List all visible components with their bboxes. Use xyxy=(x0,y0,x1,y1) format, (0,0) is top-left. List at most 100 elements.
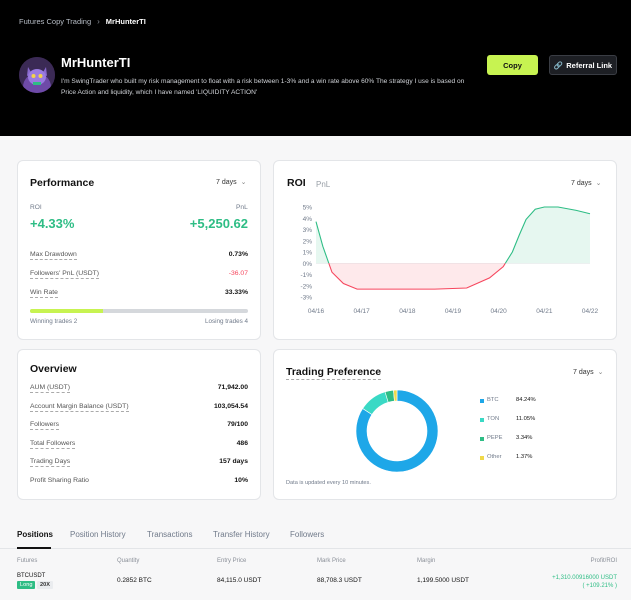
breadcrumb: Futures Copy Trading › MrHunterTI xyxy=(19,17,146,26)
winning-trades-label: Winning trades 2 xyxy=(30,318,78,325)
avatar xyxy=(19,57,55,93)
position-profit: +1,310.00916000 USDT ( +109.21% ) xyxy=(552,574,617,590)
data-update-note: Data is updated every 10 minutes. xyxy=(286,480,371,486)
x-tick-label: 04/20 xyxy=(491,308,508,315)
column-header-futures: Futures xyxy=(17,558,38,564)
pnl-label: PnL xyxy=(236,204,248,211)
roi-area-positive xyxy=(316,221,329,264)
roi-line-positive xyxy=(504,206,591,264)
referral-link-label: Referral Link xyxy=(566,60,613,70)
active-tab-indicator xyxy=(17,547,51,549)
column-header-quantity: Quantity xyxy=(117,558,140,564)
trader-header: Futures Copy Trading › MrHunterTI MrHunt… xyxy=(0,0,631,136)
x-tick-label: 04/21 xyxy=(536,308,553,315)
overview-row-label: Account Margin Balance (USDT) xyxy=(30,402,129,412)
roi-period-label: 7 days xyxy=(571,179,592,187)
referral-link-button[interactable]: 🔗 Referral Link xyxy=(549,55,617,75)
trading-preference-card xyxy=(273,349,617,500)
legend-name: PEPE xyxy=(487,435,503,441)
x-tick-label: 04/19 xyxy=(445,308,462,315)
column-header-mark-price: Mark Price xyxy=(317,558,346,564)
legend-value: 11.05% xyxy=(516,416,536,422)
y-tick-label: 3% xyxy=(303,227,313,234)
roi-label: ROI xyxy=(30,204,42,211)
max-drawdown-label: Max Drawdown xyxy=(30,251,77,260)
position-side-badge: Long xyxy=(17,581,36,589)
position-quantity: 0.2852 BTC xyxy=(117,577,152,584)
roi-area-negative xyxy=(328,263,506,290)
donut-slice-btc[interactable] xyxy=(355,389,439,473)
legend-value: 3.34% xyxy=(516,435,533,441)
max-drawdown-value: 0.73% xyxy=(228,251,248,258)
y-tick-label: 4% xyxy=(303,216,313,223)
performance-title: Performance xyxy=(30,177,95,189)
win-rate-label: Win Rate xyxy=(30,289,58,298)
chevron-down-icon: ⌄ xyxy=(595,180,602,187)
legend-name: Other xyxy=(487,454,502,460)
chevron-down-icon: ⌄ xyxy=(240,179,247,186)
overview-row-value: 71,942.00 xyxy=(217,384,248,391)
roi-value: +4.33% xyxy=(30,216,75,231)
position-leverage-badge: 20X xyxy=(37,581,53,589)
y-tick-label: -1% xyxy=(300,272,312,279)
tab-pnl[interactable]: PnL xyxy=(316,180,331,189)
legend-value: 84.24% xyxy=(516,397,536,403)
roi-period-dropdown[interactable]: 7 days ⌄ xyxy=(571,179,602,188)
chevron-right-icon: › xyxy=(97,17,100,26)
overview-card xyxy=(17,349,261,500)
followers-pnl-value: -36.07 xyxy=(228,270,248,277)
trading-preference-donut xyxy=(355,389,439,473)
roi-area-positive xyxy=(505,207,590,264)
tab-transfer-history[interactable]: Transfer History xyxy=(213,530,270,539)
performance-period-dropdown[interactable]: 7 days ⌄ xyxy=(216,178,247,187)
roi-line-positive xyxy=(315,221,330,264)
tab-roi[interactable]: ROI xyxy=(287,177,306,189)
donut-slice-other[interactable] xyxy=(393,389,398,402)
legend-value: 1.37% xyxy=(516,454,533,460)
overview-row-value: 103,054.54 xyxy=(213,402,248,410)
position-roi-value: ( +109.21% ) xyxy=(582,583,617,589)
legend-swatch xyxy=(480,418,484,422)
y-tick-label: 5% xyxy=(303,205,313,212)
position-entry-price: 84,115.0 USDT xyxy=(217,577,262,584)
position-symbol: BTCUSDT xyxy=(17,573,46,579)
position-profit-value: +1,310.00916000 USDT xyxy=(552,575,617,581)
overview-row-value: 157 days xyxy=(219,458,248,465)
overview-row-label: Followers xyxy=(30,421,60,430)
tab-positions[interactable]: Positions xyxy=(17,530,54,539)
win-rate-value: 33.33% xyxy=(224,289,248,296)
y-tick-label: 2% xyxy=(303,238,313,245)
win-rate-bar xyxy=(30,309,248,313)
y-tick-label: 1% xyxy=(303,250,313,257)
performance-period-label: 7 days xyxy=(216,178,237,186)
overview-row-label: AUM (USDT) xyxy=(30,384,71,393)
preference-period-dropdown[interactable]: 7 days ⌄ xyxy=(573,368,604,377)
column-header-margin: Margin xyxy=(417,558,436,564)
copy-button[interactable]: Copy xyxy=(487,55,538,75)
positions-tabs: Positions Position History Transactions … xyxy=(0,519,631,549)
losing-trades-label: Losing trades 4 xyxy=(204,318,248,325)
x-tick-label: 04/18 xyxy=(399,308,416,315)
y-tick-label: 0% xyxy=(303,261,313,268)
position-margin: 1,199.5000 USDT xyxy=(417,577,470,584)
link-icon: 🔗 xyxy=(553,60,564,70)
preference-period-label: 7 days xyxy=(573,368,594,376)
trader-name: MrHunterTI xyxy=(61,55,131,70)
tab-position-history[interactable]: Position History xyxy=(70,530,126,539)
overview-row-value: 10% xyxy=(234,476,248,484)
position-mark-price: 88,708.3 USDT xyxy=(317,577,362,584)
legend-swatch xyxy=(480,456,484,460)
x-tick-label: 04/17 xyxy=(354,308,371,315)
x-tick-label: 04/22 xyxy=(582,308,599,315)
trading-preference-title: Trading Preference xyxy=(286,366,382,380)
tab-transactions[interactable]: Transactions xyxy=(147,530,193,539)
overview-row-value: 486 xyxy=(236,439,248,447)
x-tick-label: 04/16 xyxy=(308,308,325,315)
followers-pnl-label: Followers' PnL (USDT) xyxy=(30,270,100,279)
donut-slice-ton[interactable] xyxy=(362,391,389,415)
tab-followers[interactable]: Followers xyxy=(290,530,325,539)
legend-swatch xyxy=(480,399,484,403)
breadcrumb-parent-link[interactable]: Futures Copy Trading xyxy=(19,17,92,26)
roi-line-chart: 5% 4% 3% 2% 1% 0% -1% -2% -3% 04/16 04/17 04/18 04/1… xyxy=(300,205,599,316)
overview-row-label: Trading Days xyxy=(30,458,71,467)
